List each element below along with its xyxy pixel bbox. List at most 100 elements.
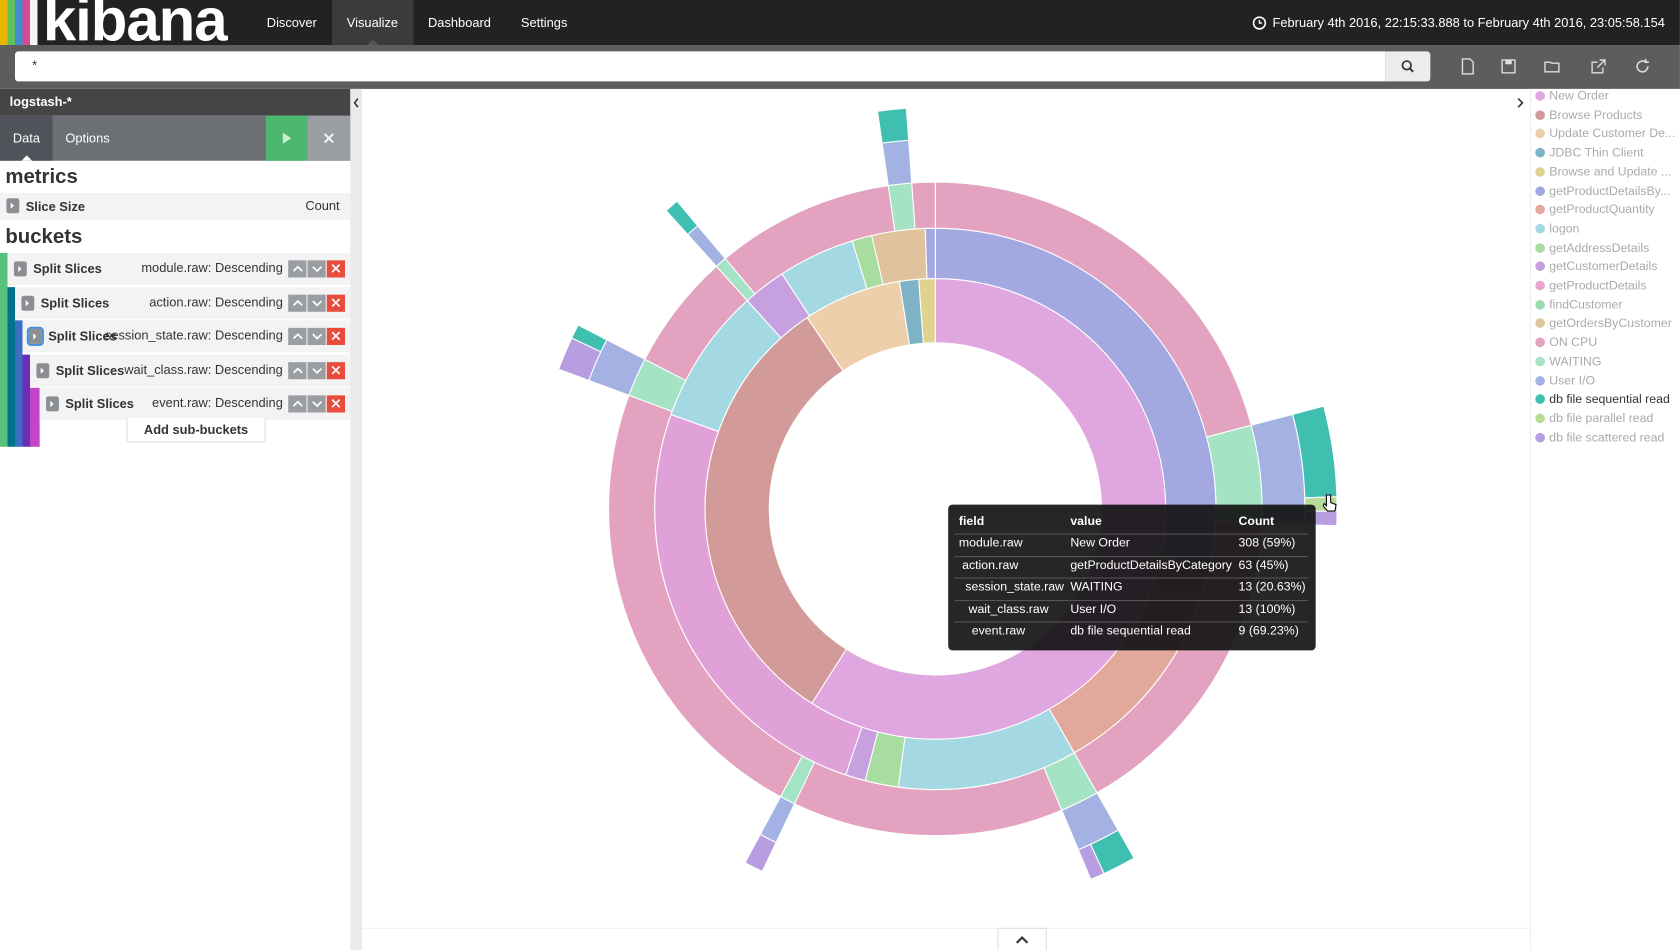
sunburst-slice[interactable] xyxy=(744,833,777,873)
legend-swatch xyxy=(1535,110,1545,120)
spy-toggle[interactable] xyxy=(997,927,1047,951)
sunburst-slice[interactable] xyxy=(881,139,913,187)
bucket-bar xyxy=(7,287,15,447)
legend-swatch xyxy=(1535,223,1545,234)
sunburst-slice[interactable] xyxy=(686,225,727,268)
share-icon[interactable] xyxy=(1590,58,1607,75)
tooltip-cell: action.raw xyxy=(962,558,1019,572)
nav-items: Discover Visualize Dashboard Settings xyxy=(252,0,583,45)
legend-label: WAITING xyxy=(1549,355,1602,369)
bucket-up-button[interactable] xyxy=(288,260,307,278)
bucket-row[interactable]: Split Slices event.raw: Descending xyxy=(39,388,351,421)
expand-toggle[interactable] xyxy=(26,326,44,347)
sidebar-tab[interactable]: Data xyxy=(0,115,53,161)
search-button[interactable] xyxy=(1385,51,1431,82)
nav-item[interactable]: Visualize xyxy=(331,0,414,45)
bucket-down-button[interactable] xyxy=(307,395,326,413)
bucket-row[interactable]: Split Slices module.raw: Descending xyxy=(7,252,351,285)
expand-toggle[interactable] xyxy=(6,198,20,214)
add-sub-buckets[interactable]: Add sub-buckets xyxy=(126,417,266,443)
tooltip-divider xyxy=(954,577,1309,579)
bucket-down-button[interactable] xyxy=(307,294,326,312)
bucket-bar xyxy=(22,354,30,447)
sunburst-slice[interactable] xyxy=(665,200,699,236)
nav-item[interactable]: Settings xyxy=(520,14,568,30)
bucket-up-button[interactable] xyxy=(288,328,307,346)
logo[interactable]: kibana xyxy=(0,0,252,45)
bucket-up-button[interactable] xyxy=(288,395,307,413)
legend-item[interactable]: ON CPU xyxy=(1535,337,1597,349)
legend-item[interactable]: Browse Products xyxy=(1535,109,1642,122)
legend-item[interactable]: getProductDetails xyxy=(1535,280,1647,292)
legend-label: JDBC Thin Client xyxy=(1549,146,1644,160)
metrics-heading: metrics xyxy=(5,166,78,189)
nav-item[interactable]: Discover xyxy=(266,14,317,30)
tooltip-divider xyxy=(954,533,1309,535)
refresh-icon[interactable] xyxy=(1634,58,1651,75)
legend-item[interactable]: getCustomerDetails xyxy=(1535,261,1657,274)
sunburst-slice[interactable] xyxy=(1077,843,1105,881)
legend-item[interactable]: db file parallel read xyxy=(1535,412,1653,425)
sunburst-slice[interactable] xyxy=(571,324,608,353)
bucket-up-button[interactable] xyxy=(288,361,307,380)
sidebar-tab[interactable]: Options xyxy=(65,130,110,146)
legend-item[interactable]: New Order xyxy=(1535,90,1609,103)
legend-item[interactable]: User I/O xyxy=(1535,374,1595,387)
buckets-heading: buckets xyxy=(5,226,83,249)
bucket-x-button[interactable] xyxy=(326,260,345,278)
bucket-down-button[interactable] xyxy=(307,328,326,346)
legend-swatch xyxy=(1535,432,1545,443)
legend-item[interactable]: findCustomer xyxy=(1535,299,1623,311)
legend-label: getProductQuantity xyxy=(1549,203,1655,217)
search-input[interactable]: * xyxy=(14,51,1386,82)
icon xyxy=(292,265,303,272)
expand-toggle[interactable] xyxy=(46,396,59,412)
expand-toggle[interactable] xyxy=(21,295,35,311)
legend-item[interactable]: WAITING xyxy=(1535,355,1601,368)
icon xyxy=(331,365,341,375)
bucket-x-button[interactable] xyxy=(326,361,345,380)
legend-item[interactable]: logon xyxy=(1535,223,1579,236)
sunburst-slice[interactable] xyxy=(759,795,796,844)
legend-toggle[interactable] xyxy=(1516,94,1527,111)
bucket-row[interactable]: Split Slices action.raw: Descending xyxy=(14,286,351,319)
legend-item[interactable]: Browse and Update ... xyxy=(1535,166,1671,179)
legend-item[interactable]: JDBC Thin Client xyxy=(1535,146,1644,160)
tooltip-cell: wait_class.raw xyxy=(968,602,1049,616)
bucket-row[interactable]: Split Slices wait_class.raw: Descending xyxy=(29,354,351,387)
sidebar-toggle[interactable] xyxy=(350,88,363,951)
bucket-bar xyxy=(14,320,23,447)
legend-item[interactable]: getOrdersByCustomer xyxy=(1535,318,1672,330)
legend-item[interactable]: db file sequential read xyxy=(1535,393,1670,406)
legend-item[interactable]: Update Customer De... xyxy=(1535,128,1675,141)
bucket-x-button[interactable] xyxy=(326,328,345,346)
metric-row[interactable]: Slice Size Count xyxy=(0,192,351,220)
bucket-label: Split Slices xyxy=(55,362,125,378)
icon xyxy=(312,367,323,374)
logo-stripe xyxy=(7,0,15,45)
discard-button[interactable] xyxy=(307,115,351,161)
bucket-down-button[interactable] xyxy=(307,260,326,278)
nav-item[interactable]: Dashboard xyxy=(428,14,491,30)
legend-item[interactable]: getProductQuantity xyxy=(1535,203,1655,217)
bucket-up-button[interactable] xyxy=(288,294,307,312)
bucket-x-button[interactable] xyxy=(326,395,345,413)
apply-button[interactable] xyxy=(265,115,308,161)
sunburst-slice[interactable] xyxy=(876,107,910,144)
sunburst-slice[interactable] xyxy=(924,227,936,280)
bucket-x-button[interactable] xyxy=(326,294,345,312)
save-icon[interactable] xyxy=(1500,58,1517,75)
expand-toggle[interactable] xyxy=(13,261,27,277)
bucket-down-button[interactable] xyxy=(307,361,326,380)
bucket-bar xyxy=(29,387,40,447)
bucket-row[interactable]: Split Slices session_state.raw: Descendin… xyxy=(22,320,351,353)
legend-item[interactable]: getAddressDetails xyxy=(1535,242,1649,255)
sunburst-slice[interactable] xyxy=(911,181,936,230)
expand-toggle[interactable] xyxy=(36,362,50,378)
legend-item[interactable]: getProductDetailsBy... xyxy=(1535,185,1670,198)
time-picker[interactable]: February 4th 2016, 22:15:33.888 to Febru… xyxy=(1252,0,1665,45)
legend-item[interactable]: db file scattered read xyxy=(1535,431,1664,444)
new-icon[interactable] xyxy=(1459,58,1476,75)
legend-label: getProductDetailsBy... xyxy=(1549,184,1671,198)
open-icon[interactable] xyxy=(1544,58,1561,75)
